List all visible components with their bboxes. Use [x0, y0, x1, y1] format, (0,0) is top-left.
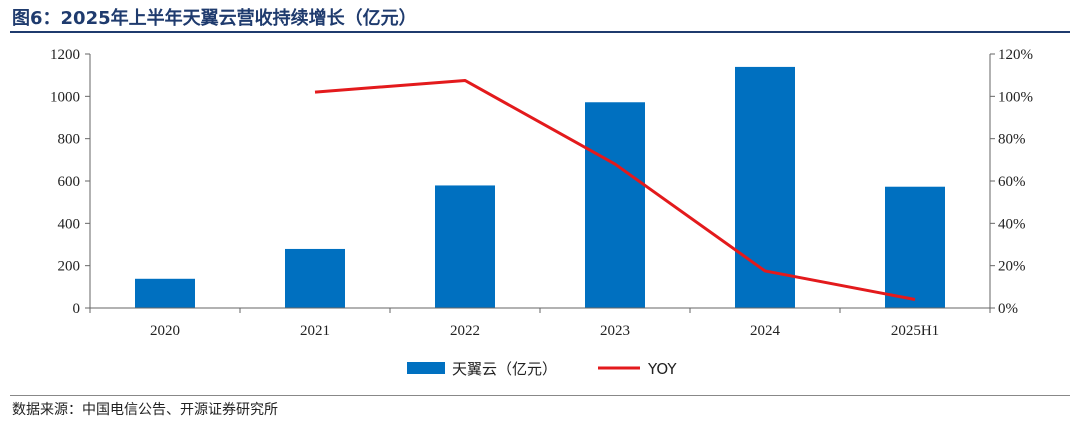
legend: 天翼云（亿元） YOY: [407, 360, 677, 378]
y-left-tick-label: 600: [58, 174, 81, 190]
x-tick-label: 2024: [750, 323, 781, 339]
chart-title: 图6：2025年上半年天翼云营收持续增长（亿元）: [12, 8, 417, 29]
y-left-tick-label: 800: [58, 132, 81, 148]
y-left-tick-label: 1200: [50, 47, 80, 63]
bar-2020: [135, 278, 195, 308]
x-tick-label: 2020: [150, 323, 180, 339]
bar-2021: [285, 248, 345, 308]
x-tick-label: 2023: [600, 323, 630, 339]
y-right-tick-label: 0%: [998, 301, 1018, 317]
y-right-tick-label: 80%: [998, 132, 1026, 148]
bar-2025H1: [885, 186, 945, 308]
title-divider: [10, 31, 1070, 33]
source-divider: [10, 395, 1070, 396]
y-right-tick-label: 120%: [998, 47, 1033, 63]
bar-2022: [435, 185, 495, 308]
legend-bar-swatch: [407, 362, 445, 374]
legend-line-label: YOY: [647, 360, 677, 378]
data-source: 数据来源：中国电信公告、开源证券研究所: [12, 402, 278, 418]
bar-2023: [585, 102, 645, 308]
y-left-tick-label: 400: [58, 216, 81, 232]
x-tick-label: 2025H1: [891, 323, 939, 339]
x-tick-label: 2022: [450, 323, 480, 339]
bar-series: [135, 66, 945, 308]
legend-bar-label: 天翼云（亿元）: [452, 360, 557, 378]
y-right-tick-label: 40%: [998, 216, 1026, 232]
y-left-tick-label: 0: [73, 301, 81, 317]
axes: 0 200 400 600 800 1000 1200 0% 20% 40% 60% 80% 100% 1…: [50, 47, 1033, 339]
y-left-tick-label: 1000: [50, 89, 80, 105]
x-tick-label: 2021: [300, 323, 330, 339]
y-left-tick-label: 200: [58, 259, 81, 275]
y-right-tick-label: 60%: [998, 174, 1026, 190]
y-right-tick-label: 100%: [998, 89, 1033, 105]
bar-2024: [735, 66, 795, 308]
y-right-tick-label: 20%: [998, 259, 1026, 275]
line-series: [314, 78, 916, 302]
combo-chart: 0 200 400 600 800 1000 1200 0% 20% 40% 60% 80% 100% 1…: [50, 47, 1033, 378]
